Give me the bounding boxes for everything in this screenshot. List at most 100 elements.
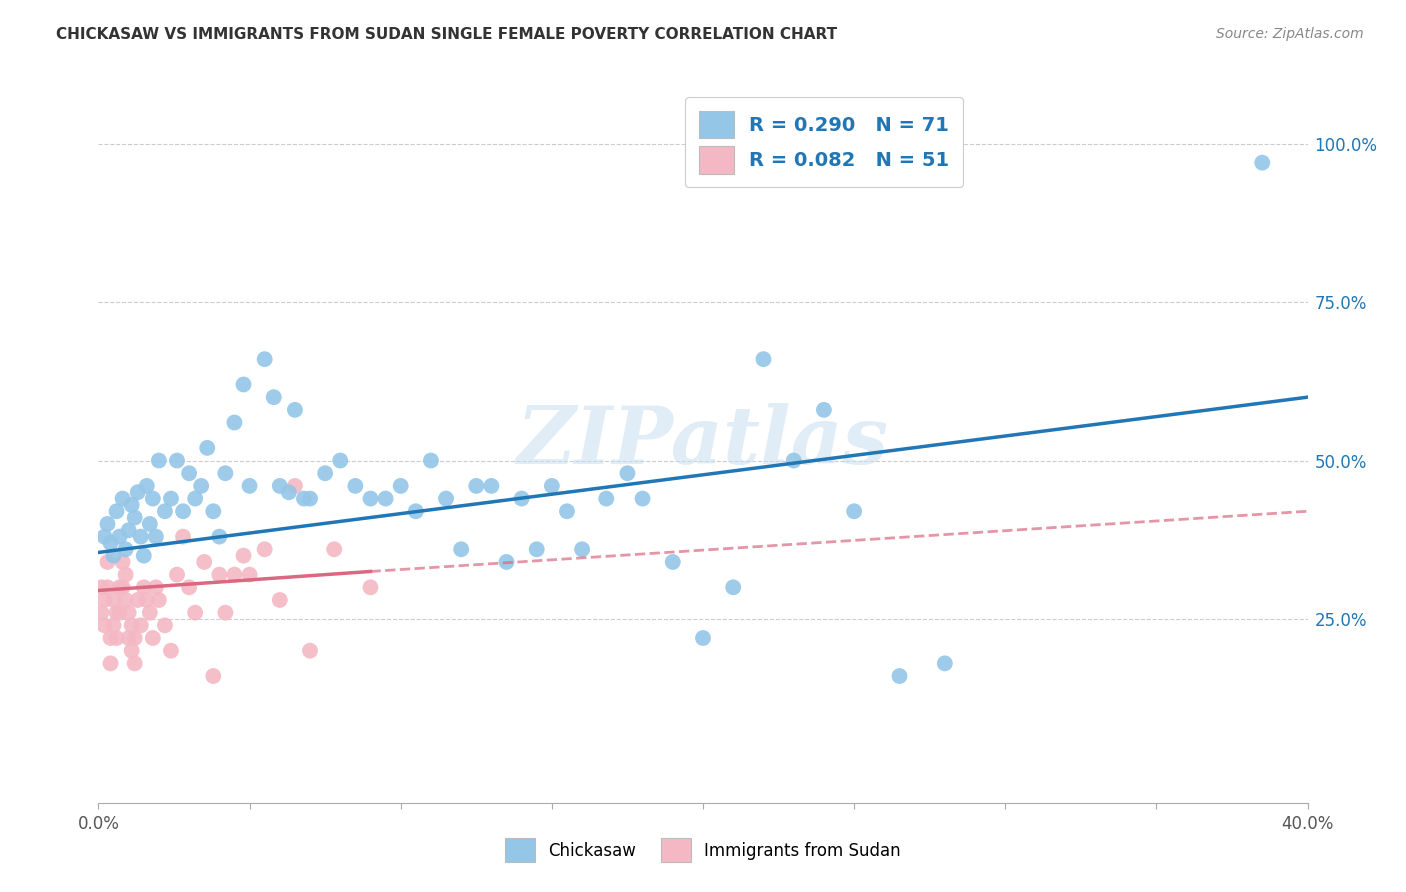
- Point: [752, 352, 775, 367]
- Point: [93, 530, 115, 544]
- Point: [166, 567, 188, 582]
- Point: [105, 606, 128, 620]
- Point: [420, 453, 443, 467]
- Point: [114, 567, 136, 582]
- Point: [208, 530, 231, 544]
- Point: [124, 657, 146, 671]
- Point: [1251, 155, 1274, 169]
- Point: [100, 631, 122, 645]
- Point: [269, 479, 291, 493]
- Point: [142, 491, 165, 506]
- Point: [813, 402, 835, 417]
- Point: [111, 491, 134, 506]
- Point: [434, 491, 457, 506]
- Point: [129, 618, 152, 632]
- Point: [631, 491, 654, 506]
- Point: [723, 580, 745, 594]
- Point: [100, 657, 122, 671]
- Point: [114, 593, 136, 607]
- Point: [184, 606, 207, 620]
- Point: [783, 453, 806, 467]
- Point: [108, 606, 131, 620]
- Point: [253, 542, 276, 557]
- Point: [184, 491, 207, 506]
- Point: [253, 352, 276, 367]
- Point: [148, 453, 170, 467]
- Point: [118, 631, 141, 645]
- Point: [129, 530, 152, 544]
- Point: [224, 416, 246, 430]
- Point: [166, 453, 188, 467]
- Point: [135, 479, 157, 493]
- Point: [344, 479, 367, 493]
- Point: [103, 549, 125, 563]
- Point: [292, 491, 315, 506]
- Point: [661, 555, 683, 569]
- Point: [160, 491, 183, 506]
- Legend: R = 0.290   N = 71, R = 0.082   N = 51: R = 0.290 N = 71, R = 0.082 N = 51: [685, 97, 963, 187]
- Point: [329, 453, 352, 467]
- Point: [692, 631, 714, 645]
- Point: [132, 549, 155, 563]
- Point: [214, 467, 236, 481]
- Point: [96, 516, 118, 531]
- Point: [132, 580, 155, 594]
- Point: [172, 530, 194, 544]
- Point: [153, 504, 176, 518]
- Text: CHICKASAW VS IMMIGRANTS FROM SUDAN SINGLE FEMALE POVERTY CORRELATION CHART: CHICKASAW VS IMMIGRANTS FROM SUDAN SINGL…: [56, 27, 838, 42]
- Point: [118, 606, 141, 620]
- Point: [374, 491, 396, 506]
- Point: [96, 555, 118, 569]
- Point: [284, 479, 307, 493]
- Point: [465, 479, 488, 493]
- Point: [153, 618, 176, 632]
- Text: Source: ZipAtlas.com: Source: ZipAtlas.com: [1216, 27, 1364, 41]
- Point: [190, 479, 212, 493]
- Point: [121, 618, 143, 632]
- Point: [114, 542, 136, 557]
- Legend: Chickasaw, Immigrants from Sudan: Chickasaw, Immigrants from Sudan: [496, 830, 910, 871]
- Point: [111, 555, 134, 569]
- Point: [100, 536, 122, 550]
- Point: [193, 555, 215, 569]
- Point: [90, 580, 112, 594]
- Point: [127, 485, 149, 500]
- Point: [105, 504, 128, 518]
- Point: [232, 549, 254, 563]
- Point: [934, 657, 956, 671]
- Point: [232, 377, 254, 392]
- Point: [124, 631, 146, 645]
- Point: [239, 567, 262, 582]
- Point: [616, 467, 638, 481]
- Point: [96, 580, 118, 594]
- Point: [405, 504, 427, 518]
- Point: [314, 467, 336, 481]
- Point: [103, 593, 125, 607]
- Point: [495, 555, 517, 569]
- Point: [450, 542, 472, 557]
- Point: [284, 402, 307, 417]
- Point: [277, 485, 299, 500]
- Point: [269, 593, 291, 607]
- Point: [135, 593, 157, 607]
- Point: [526, 542, 548, 557]
- Point: [142, 631, 165, 645]
- Point: [105, 631, 128, 645]
- Point: [595, 491, 617, 506]
- Point: [127, 593, 149, 607]
- Point: [360, 580, 382, 594]
- Point: [139, 516, 162, 531]
- Point: [208, 567, 231, 582]
- Point: [148, 593, 170, 607]
- Point: [540, 479, 562, 493]
- Point: [121, 643, 143, 657]
- Point: [571, 542, 593, 557]
- Point: [510, 491, 533, 506]
- Point: [139, 606, 162, 620]
- Point: [389, 479, 412, 493]
- Point: [299, 643, 322, 657]
- Point: [118, 523, 141, 537]
- Point: [93, 593, 115, 607]
- Point: [323, 542, 346, 557]
- Point: [481, 479, 503, 493]
